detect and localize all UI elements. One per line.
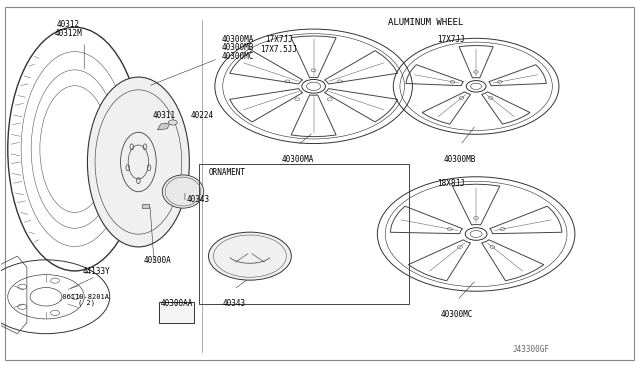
Text: ¸06110-8201A: ¸06110-8201A [59,294,109,301]
Text: 40311: 40311 [152,110,175,119]
Text: 40312: 40312 [57,20,80,29]
Text: 40343: 40343 [186,195,209,205]
Text: 40300MC: 40300MC [221,52,253,61]
Text: 18X8JJ: 18X8JJ [436,179,465,187]
Polygon shape [141,205,149,208]
Text: ( 2): ( 2) [78,299,95,306]
Text: 40300MB: 40300MB [444,155,476,164]
Text: 40300MA: 40300MA [282,155,314,164]
FancyBboxPatch shape [159,302,195,323]
Polygon shape [157,123,170,130]
Text: 44133Y: 44133Y [83,267,111,276]
Text: 40312M: 40312M [54,29,82,38]
Text: 40300A: 40300A [143,256,172,265]
Text: 17X7JJ: 17X7JJ [436,35,465,44]
Text: 40224: 40224 [191,110,214,119]
Text: J43300GF: J43300GF [513,345,549,354]
Text: 40300MA: 40300MA [221,35,253,44]
Text: 40300MC: 40300MC [441,310,473,319]
Circle shape [209,232,291,280]
Text: 40300AA: 40300AA [161,299,193,308]
Text: ALUMINUM WHEEL: ALUMINUM WHEEL [387,18,463,27]
Circle shape [168,120,177,125]
Text: ORNAMENT: ORNAMENT [209,167,246,177]
Ellipse shape [88,77,189,247]
Text: 40300MB: 40300MB [221,44,253,52]
Text: 17X7JJ
17X7.5JJ: 17X7JJ 17X7.5JJ [260,35,297,54]
Ellipse shape [163,175,204,208]
Text: 40343: 40343 [223,299,246,308]
